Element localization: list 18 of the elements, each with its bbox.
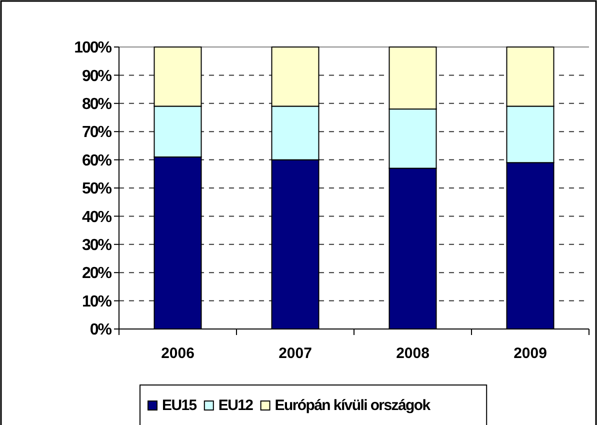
y-tick-label: 60% — [82, 152, 112, 170]
legend-label: Európán kívüli országok — [274, 397, 432, 414]
y-tick-label: 50% — [82, 180, 112, 198]
x-tick-label: 2008 — [396, 345, 430, 362]
legend-label: EU12 — [218, 397, 254, 414]
y-tick-label: 100% — [74, 40, 112, 57]
y-tick-label: 80% — [82, 96, 112, 113]
y-tick-label: 0% — [90, 322, 112, 339]
x-tick-label: 2007 — [278, 345, 312, 362]
y-tick-label: 30% — [82, 237, 112, 254]
y-tick-label: 40% — [82, 208, 112, 226]
x-tick-label: 2006 — [161, 345, 194, 362]
y-tick-label: 90% — [82, 68, 112, 85]
legend-label: EU15 — [162, 397, 197, 414]
y-tick-label: 70% — [82, 124, 112, 142]
y-tick-label: 20% — [82, 265, 112, 282]
x-tick-label: 2009 — [514, 345, 547, 362]
y-tick-label: 10% — [82, 293, 112, 310]
